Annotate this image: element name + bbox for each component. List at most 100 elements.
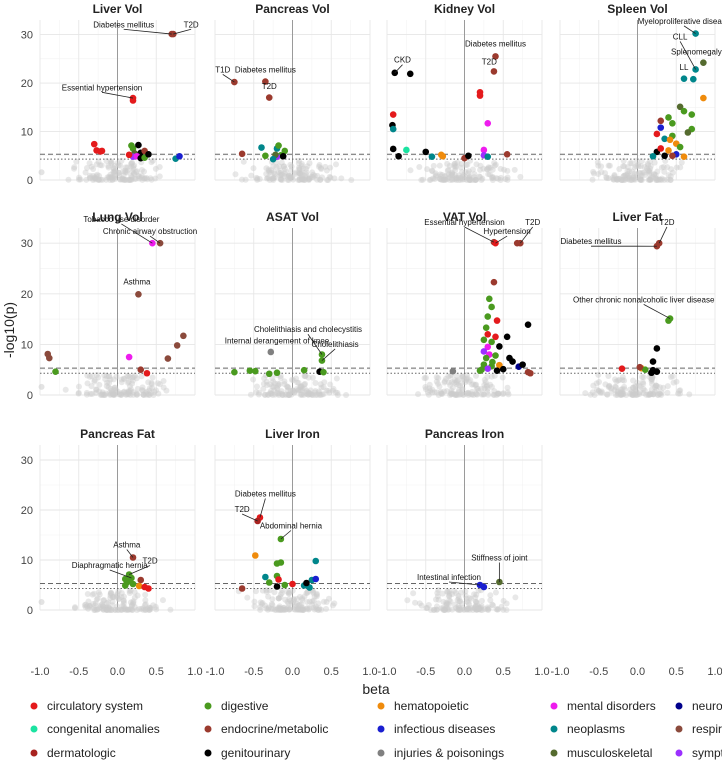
background-point	[645, 176, 652, 183]
background-point	[84, 372, 91, 379]
background-point	[300, 176, 307, 183]
legend-swatch	[675, 749, 683, 757]
background-point	[247, 391, 254, 398]
background-point	[131, 175, 138, 182]
background-point	[622, 171, 629, 178]
background-point	[76, 174, 83, 181]
background-point	[86, 602, 93, 609]
background-point	[465, 389, 472, 396]
background-point	[454, 596, 461, 603]
background-point	[296, 601, 303, 608]
label-leader	[679, 41, 696, 70]
background-point	[629, 168, 636, 175]
background-point	[97, 176, 104, 183]
background-point	[433, 389, 440, 396]
background-point	[441, 606, 448, 613]
background-point	[477, 606, 484, 613]
background-point	[457, 176, 464, 183]
background-point	[484, 385, 491, 392]
background-point	[463, 377, 470, 384]
background-point	[295, 602, 302, 609]
background-point	[334, 391, 341, 398]
background-point	[647, 163, 654, 170]
background-point	[673, 378, 680, 385]
background-point	[442, 605, 449, 612]
background-point	[654, 391, 661, 398]
background-point	[305, 176, 312, 183]
background-point	[112, 168, 119, 175]
data-point	[649, 152, 657, 160]
background-point	[658, 391, 665, 398]
background-point	[85, 598, 92, 605]
background-point	[614, 392, 621, 398]
background-point	[473, 591, 480, 598]
background-point	[426, 176, 433, 183]
background-point	[91, 378, 98, 385]
background-point	[307, 391, 314, 398]
background-point	[607, 385, 614, 392]
background-point	[312, 379, 319, 386]
background-point	[609, 174, 616, 181]
background-point	[310, 588, 317, 595]
background-point	[146, 387, 153, 394]
background-point	[260, 385, 267, 392]
background-point	[478, 176, 485, 183]
background-point	[621, 172, 628, 179]
background-point	[634, 161, 641, 168]
background-point	[322, 163, 329, 170]
background-point	[449, 606, 456, 613]
background-point	[449, 390, 456, 397]
background-point	[484, 388, 491, 395]
background-point	[101, 391, 108, 398]
background-point	[658, 164, 665, 171]
background-point	[288, 391, 295, 398]
background-point	[103, 606, 110, 613]
background-point	[110, 169, 117, 176]
background-point	[156, 173, 163, 180]
background-point	[121, 176, 128, 183]
background-point	[125, 391, 132, 398]
background-point	[296, 176, 303, 183]
background-point	[332, 389, 339, 396]
background-point	[464, 375, 471, 382]
background-point	[436, 383, 443, 390]
background-point	[256, 389, 263, 396]
background-point	[126, 606, 133, 613]
background-point	[286, 589, 293, 596]
background-point	[314, 391, 321, 398]
background-point	[305, 389, 312, 396]
point-annotation: Essential hypertension	[62, 83, 143, 92]
panel-title: ASAT Vol	[266, 210, 319, 224]
background-point	[96, 172, 103, 179]
background-point	[639, 373, 646, 380]
background-point	[503, 606, 510, 613]
background-point	[647, 158, 654, 165]
background-point	[285, 590, 292, 597]
background-point	[297, 606, 304, 613]
background-point	[658, 175, 665, 182]
background-point	[265, 391, 272, 398]
background-point	[459, 176, 466, 183]
background-point	[326, 389, 333, 396]
background-point	[439, 176, 446, 183]
background-point	[449, 591, 456, 598]
background-point	[473, 598, 480, 605]
background-point	[440, 605, 447, 612]
background-point	[278, 388, 285, 395]
background-point	[603, 175, 610, 182]
background-point	[269, 391, 276, 398]
background-point	[309, 601, 316, 608]
background-point	[285, 172, 292, 179]
background-point	[635, 163, 642, 170]
background-point	[310, 589, 317, 596]
background-point	[287, 175, 294, 182]
background-point	[648, 375, 655, 382]
background-point	[451, 162, 458, 169]
background-point	[452, 163, 459, 170]
data-point	[680, 75, 688, 82]
background-point	[109, 174, 116, 181]
background-point	[437, 388, 444, 395]
background-point	[493, 175, 500, 182]
background-point	[269, 383, 276, 390]
background-point	[275, 391, 282, 398]
